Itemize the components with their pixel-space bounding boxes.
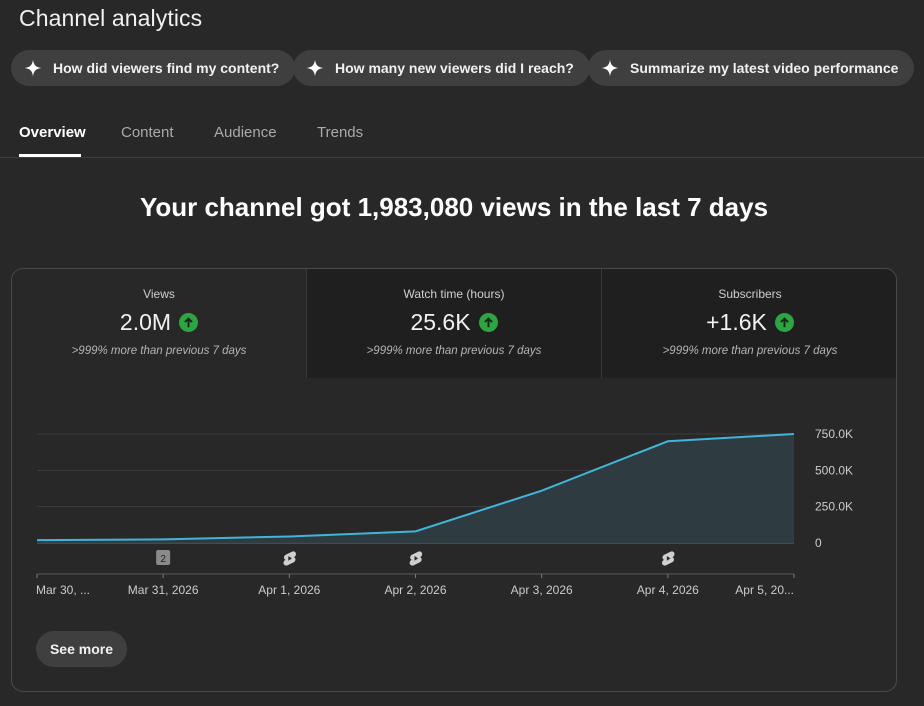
views-chart: 750.0K 500.0K 250.0K 0 2 Mar 30, ... Mar 31, 2… (36, 427, 853, 597)
arrow-up-icon (478, 313, 498, 332)
y-tick-label: 500.0K (815, 463, 853, 477)
y-tick-label: 750.0K (815, 427, 853, 441)
metric-compare: >999% more than previous 7 days (71, 345, 247, 357)
metric-compare: >999% more than previous 7 days (662, 345, 838, 357)
shorts-icon (283, 551, 296, 566)
metric-label: Watch time (hours) (403, 287, 505, 301)
tab-active-indicator (19, 154, 81, 157)
shorts-icon (661, 551, 675, 566)
x-tick-label: Mar 31, 2026 (128, 583, 199, 597)
shorts-icon (409, 551, 423, 566)
chip-label: How many new viewers did I reach? (335, 60, 574, 76)
metric-value: +1.6K (706, 309, 767, 335)
x-tick-label: Apr 2, 2026 (384, 583, 446, 597)
tab-audience[interactable]: Audience (214, 124, 277, 141)
x-tick-label: Apr 5, 20... (735, 583, 794, 597)
chip-new-viewers[interactable]: How many new viewers did I reach? (293, 50, 590, 86)
x-tick-label: Mar 30, ... (36, 583, 90, 597)
arrow-up-icon (774, 313, 794, 332)
chip-label: Summarize my latest video performance (630, 60, 899, 76)
y-tick-label: 0 (815, 536, 822, 550)
video-count-label: 2 (160, 554, 166, 565)
x-tick-label: Apr 1, 2026 (258, 583, 320, 597)
tab-content[interactable]: Content (121, 124, 174, 141)
analytics-card: Views 2.0M >999% more than previous 7 da… (11, 268, 897, 692)
tab-overview[interactable]: Overview (19, 124, 86, 141)
sparkle-icon (601, 59, 619, 77)
metric-compare: >999% more than previous 7 days (366, 345, 542, 357)
x-tick-label: Apr 3, 2026 (511, 583, 573, 597)
tab-divider (0, 157, 924, 158)
tab-trends[interactable]: Trends (317, 124, 364, 141)
sparkle-icon (306, 59, 324, 77)
metric-tab-views[interactable]: Views 2.0M >999% more than previous 7 da… (12, 269, 307, 378)
sparkle-icon (24, 59, 42, 77)
y-tick-label: 250.0K (815, 500, 853, 514)
views-area (37, 434, 794, 543)
metric-tab-watch-time[interactable]: Watch time (hours) 25.6K >999% more than… (307, 269, 602, 378)
x-tick-label: Apr 4, 2026 (637, 583, 699, 597)
metric-value: 25.6K (410, 309, 471, 335)
metric-value: 2.0M (119, 309, 172, 335)
see-more-button[interactable]: See more (36, 631, 127, 667)
metric-label: Views (143, 287, 175, 301)
headline: Your channel got 1,983,080 views in the … (139, 192, 769, 222)
chip-label: How did viewers find my content? (53, 60, 280, 76)
page-title: Channel analytics (19, 5, 203, 31)
metric-label: Subscribers (718, 287, 782, 301)
arrow-up-icon (179, 313, 199, 332)
chip-summarize-latest[interactable]: Summarize my latest video performance (588, 50, 915, 86)
video-count-badge (156, 550, 171, 565)
chip-viewers-find[interactable]: How did viewers find my content? (11, 50, 296, 86)
metric-tab-subscribers[interactable]: Subscribers +1.6K >999% more than previo… (602, 269, 896, 378)
